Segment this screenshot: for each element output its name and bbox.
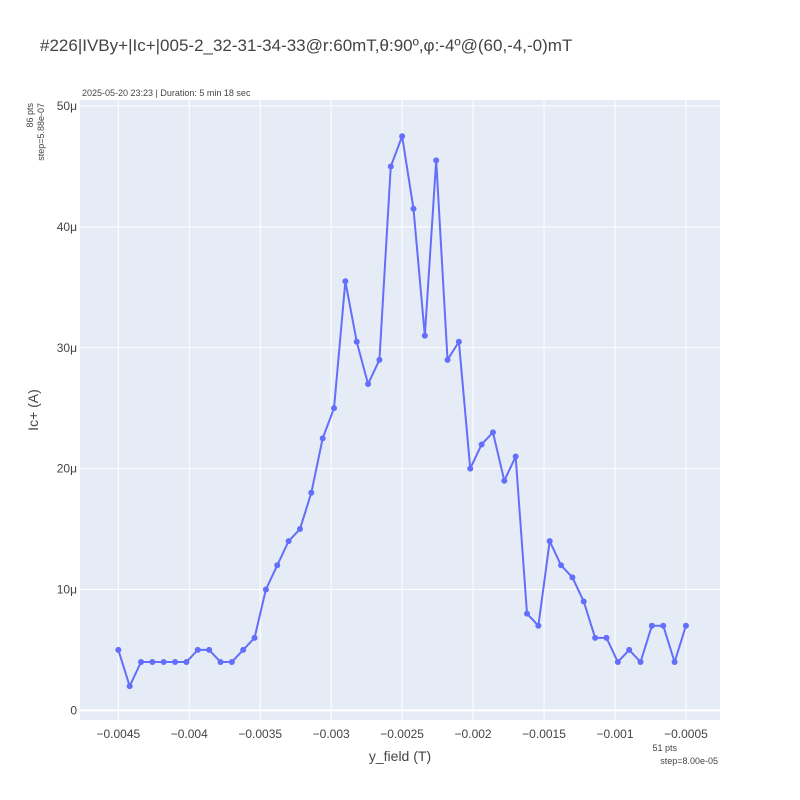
data-point	[614, 658, 621, 665]
x-note-count: 51 pts	[652, 743, 677, 753]
data-point	[160, 658, 167, 665]
data-point	[489, 429, 496, 436]
y-tick-label: 0	[70, 703, 77, 717]
data-point	[240, 646, 247, 653]
data-point	[580, 598, 587, 605]
data-point	[603, 634, 610, 641]
y-tick-label: 10μ	[57, 582, 77, 596]
data-point	[660, 622, 667, 629]
y-note-step: step=5.88e-07	[36, 103, 46, 161]
data-point	[183, 658, 190, 665]
data-point	[296, 526, 303, 533]
data-point	[637, 658, 644, 665]
data-point	[274, 562, 281, 569]
x-tick-label: −0.003	[313, 727, 350, 741]
data-point	[467, 465, 474, 472]
data-point	[342, 278, 349, 285]
data-point	[138, 658, 145, 665]
x-tick-label: −0.001	[596, 727, 633, 741]
data-point	[626, 646, 633, 653]
data-point	[126, 683, 133, 690]
data-point	[353, 338, 360, 345]
x-tick-label: −0.004	[171, 727, 208, 741]
y-tick-label: 20μ	[57, 462, 77, 476]
data-point	[172, 658, 179, 665]
data-point	[217, 658, 224, 665]
x-tick-label: −0.0005	[664, 727, 708, 741]
data-point	[512, 453, 519, 460]
chart-subtitle: 2025-05-20 23:23 | Duration: 5 min 18 se…	[82, 88, 251, 98]
y-axis-title: Ic+ (A)	[25, 389, 41, 431]
x-note-step: step=8.00e-05	[660, 756, 718, 766]
y-tick-label: 30μ	[57, 341, 77, 355]
data-point	[194, 646, 201, 653]
data-point	[558, 562, 565, 569]
x-tick-label: −0.0035	[238, 727, 282, 741]
data-point	[376, 356, 383, 363]
data-point	[319, 435, 326, 442]
x-tick-label: −0.0045	[96, 727, 140, 741]
x-axis-ticks: −0.0045 −0.004 −0.0035 −0.003 −0.0025 −0.002 −…	[96, 727, 708, 741]
data-point	[682, 622, 689, 629]
data-point	[206, 646, 213, 653]
x-axis-title: y_field (T)	[369, 748, 431, 764]
y-axis-ticks: 0 10μ 20μ 30μ 40μ 50μ	[57, 99, 78, 717]
data-point	[444, 356, 451, 363]
data-point	[149, 658, 156, 665]
chart-title: #226|IVBy+|Ic+|005-2_32-31-34-33@r:60mT,…	[40, 36, 572, 55]
series-ic-plus	[115, 133, 689, 690]
data-point	[399, 133, 406, 140]
data-point	[251, 634, 258, 641]
plot-area	[80, 100, 720, 720]
gridlines	[80, 100, 720, 720]
data-point	[478, 441, 485, 448]
data-point	[455, 338, 462, 345]
data-point	[308, 489, 315, 496]
data-point	[433, 157, 440, 164]
data-point	[535, 622, 542, 629]
data-point	[228, 658, 235, 665]
data-point	[285, 538, 292, 545]
data-point	[331, 405, 338, 412]
data-point	[501, 477, 508, 484]
data-point	[410, 205, 417, 212]
y-tick-label: 50μ	[57, 99, 77, 113]
data-point	[365, 381, 372, 388]
data-point	[546, 538, 553, 545]
data-point	[592, 634, 599, 641]
data-point	[387, 163, 394, 170]
data-point	[524, 610, 531, 617]
x-tick-label: −0.0015	[522, 727, 566, 741]
data-point	[262, 586, 269, 593]
y-note-count: 86 pts	[25, 103, 35, 128]
y-point-note: 86 pts step=5.88e-07	[25, 103, 46, 161]
data-point	[421, 332, 428, 339]
data-point	[115, 646, 122, 653]
data-point	[569, 574, 576, 581]
y-tick-label: 40μ	[57, 220, 77, 234]
x-tick-label: −0.0025	[380, 727, 424, 741]
x-tick-label: −0.002	[455, 727, 492, 741]
data-point	[648, 622, 655, 629]
data-point	[671, 658, 678, 665]
